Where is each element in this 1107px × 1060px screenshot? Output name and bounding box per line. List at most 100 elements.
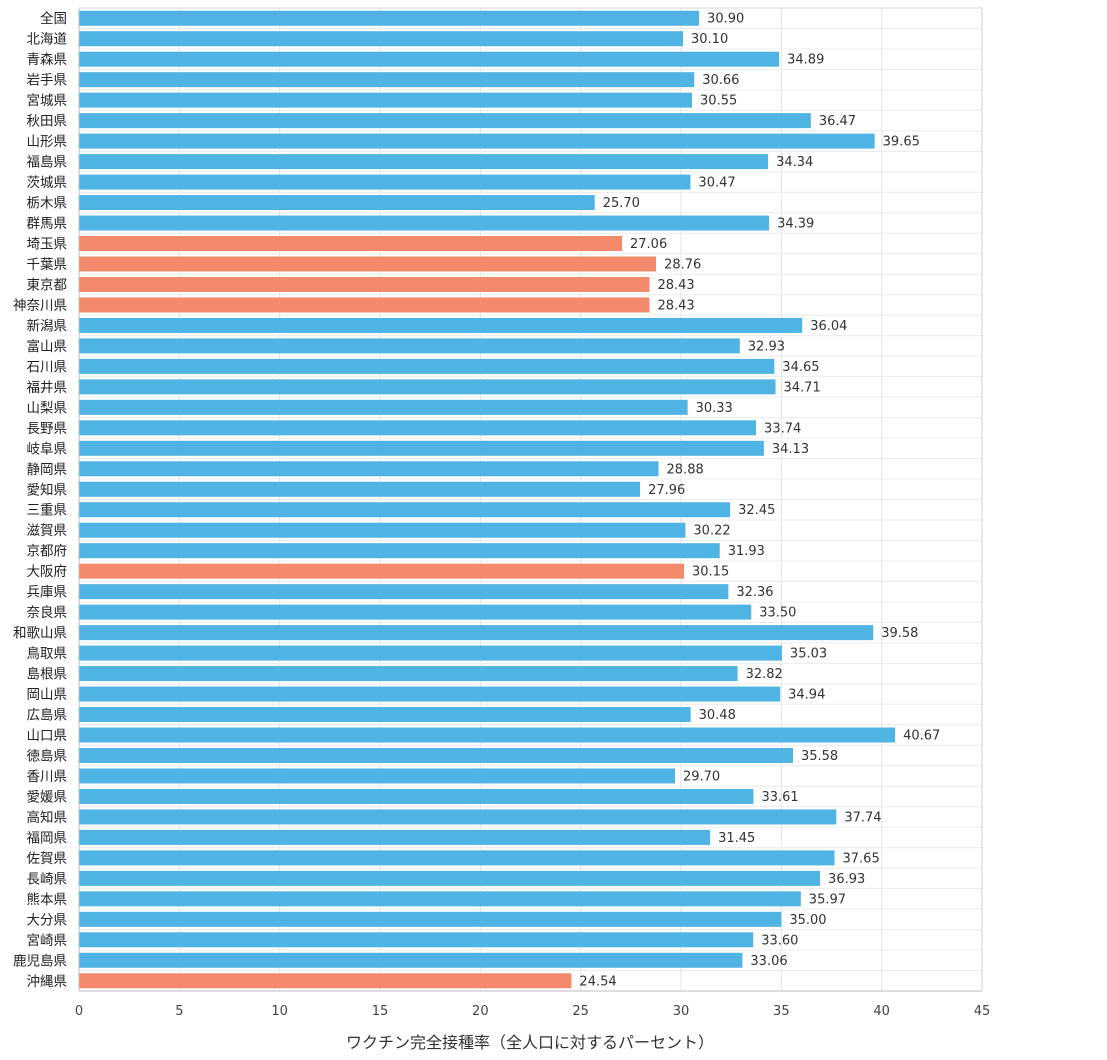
bar <box>79 174 691 190</box>
category-label: 愛知県 <box>27 481 68 498</box>
category-label: 富山県 <box>27 338 68 355</box>
bar <box>79 809 837 825</box>
value-label: 28.88 <box>667 462 704 477</box>
value-label: 39.65 <box>883 135 920 150</box>
bar <box>79 31 684 47</box>
value-label: 30.33 <box>696 401 733 416</box>
value-label: 36.47 <box>819 114 856 129</box>
category-label: 和歌山県 <box>13 626 67 642</box>
category-label: 新潟県 <box>27 318 68 334</box>
bar <box>79 10 700 26</box>
value-label: 28.43 <box>657 298 694 313</box>
category-label: 京都府 <box>27 544 68 560</box>
value-label: 30.55 <box>700 94 737 109</box>
value-label: 31.45 <box>718 831 755 846</box>
bar <box>79 481 641 497</box>
value-label: 30.48 <box>699 708 736 723</box>
category-label: 山口県 <box>27 728 68 744</box>
value-label: 34.94 <box>788 688 825 703</box>
category-label: 鳥取県 <box>27 646 68 662</box>
value-label: 31.93 <box>728 544 765 559</box>
value-label: 33.50 <box>759 606 796 621</box>
bar <box>79 338 740 354</box>
bar <box>79 440 764 456</box>
value-label: 27.06 <box>630 237 667 252</box>
x-tick-label: 0 <box>75 1004 83 1019</box>
bar <box>79 911 782 927</box>
bar <box>79 666 738 682</box>
value-label: 29.70 <box>683 769 720 784</box>
category-label: 愛媛県 <box>27 789 68 805</box>
value-label: 33.61 <box>761 790 798 805</box>
category-label: 島根県 <box>27 667 68 683</box>
bar <box>79 952 743 968</box>
value-label: 32.45 <box>738 503 775 518</box>
bar <box>79 768 675 784</box>
category-label: 滋賀県 <box>27 523 68 539</box>
bar <box>79 850 835 866</box>
value-label: 33.06 <box>750 954 787 969</box>
category-label: 埼玉県 <box>27 237 68 253</box>
value-label: 36.93 <box>828 872 865 887</box>
category-label: 兵庫県 <box>27 585 68 601</box>
category-label: 佐賀県 <box>27 851 68 867</box>
x-tick-label: 40 <box>873 1004 890 1019</box>
category-label: 長崎県 <box>27 871 68 887</box>
value-label: 32.82 <box>746 667 783 682</box>
category-label: 香川県 <box>27 769 68 785</box>
category-label: 沖縄県 <box>27 974 68 990</box>
category-label: 栃木県 <box>27 196 68 212</box>
bars: 30.90 30.10 34.89 30.66 30.55 36.47 39.65 34.34… <box>79 10 940 989</box>
bar-highlighted <box>79 973 572 989</box>
bar <box>79 92 693 108</box>
value-label: 32.93 <box>748 339 785 354</box>
category-label: 秋田県 <box>27 114 68 130</box>
category-label: 青森県 <box>27 52 68 68</box>
bar <box>79 195 595 211</box>
value-label: 30.90 <box>707 12 744 27</box>
value-label: 28.76 <box>664 257 701 272</box>
bar <box>79 645 782 661</box>
bar <box>79 379 776 395</box>
value-label: 25.70 <box>603 196 640 211</box>
bar <box>79 747 793 763</box>
value-label: 30.66 <box>702 73 739 88</box>
category-label: 岩手県 <box>27 73 68 89</box>
category-label: 福井県 <box>27 380 68 396</box>
bar-highlighted <box>79 256 657 272</box>
category-label: 福岡県 <box>27 830 68 846</box>
value-label: 34.71 <box>784 380 821 395</box>
x-axis-title: ワクチン完全接種率（全人口に対するパーセント） <box>346 1033 714 1052</box>
value-label: 33.60 <box>761 933 798 948</box>
bar <box>79 133 875 149</box>
category-label: 岡山県 <box>27 687 68 703</box>
value-label: 33.74 <box>764 421 801 436</box>
value-label: 28.43 <box>657 278 694 293</box>
grid <box>78 7 983 992</box>
bar <box>79 870 821 886</box>
bar <box>79 625 874 641</box>
x-tick-label: 20 <box>472 1004 489 1019</box>
bar-highlighted <box>79 236 623 252</box>
category-label: 三重県 <box>27 503 68 519</box>
value-label: 40.67 <box>903 729 940 744</box>
category-label: 鹿児島県 <box>13 952 67 969</box>
category-label: 大阪府 <box>27 564 68 580</box>
category-label: 神奈川県 <box>13 298 67 314</box>
bar <box>79 829 711 845</box>
bar <box>79 584 729 600</box>
value-label: 34.39 <box>777 217 814 232</box>
bar <box>79 461 659 477</box>
bar-highlighted <box>79 297 650 313</box>
x-tick-label: 45 <box>974 1004 991 1019</box>
category-label: 宮城県 <box>27 93 68 109</box>
category-label: 茨城県 <box>27 175 68 191</box>
x-tick-label: 10 <box>271 1004 288 1019</box>
bar <box>79 72 695 88</box>
bar <box>79 113 811 129</box>
bar <box>79 727 896 743</box>
bar <box>79 502 731 518</box>
bar <box>79 891 801 907</box>
category-label: 広島県 <box>27 708 68 724</box>
bar <box>79 932 754 948</box>
